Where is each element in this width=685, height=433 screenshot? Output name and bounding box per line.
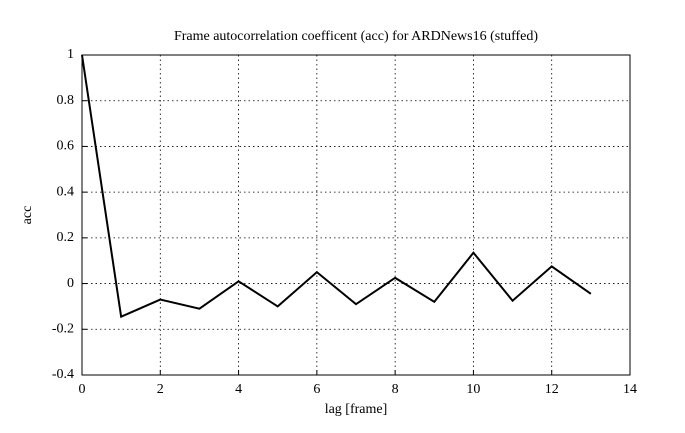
- y-tick-label: -0.4: [52, 367, 74, 382]
- data-line: [81, 54, 592, 319]
- y-tick-label: 0: [67, 276, 74, 291]
- y-tick-label: 1: [67, 47, 74, 62]
- y-tick-label: -0.2: [52, 322, 74, 337]
- x-tick-label: 12: [545, 382, 559, 397]
- plot-frame: [81, 54, 631, 376]
- x-tick-label: 2: [157, 382, 164, 397]
- y-tick-label: 0.2: [57, 230, 75, 245]
- y-axis-label: acc: [20, 206, 35, 225]
- x-tick-label: 8: [392, 382, 399, 397]
- y-tick-label: 0.4: [57, 184, 75, 199]
- x-axis-label: lag [frame]: [325, 402, 388, 417]
- x-tick-label: 10: [466, 382, 480, 397]
- x-tick-label: 14: [623, 382, 637, 397]
- chart-title: Frame autocorrelation coefficent (acc) f…: [174, 29, 538, 44]
- x-tick-label: 0: [79, 382, 86, 397]
- x-tick-label: 4: [235, 382, 242, 397]
- x-tick-label: 6: [313, 382, 320, 397]
- y-tick-label: 0.8: [57, 93, 75, 108]
- y-tick-label: 0.6: [57, 139, 75, 154]
